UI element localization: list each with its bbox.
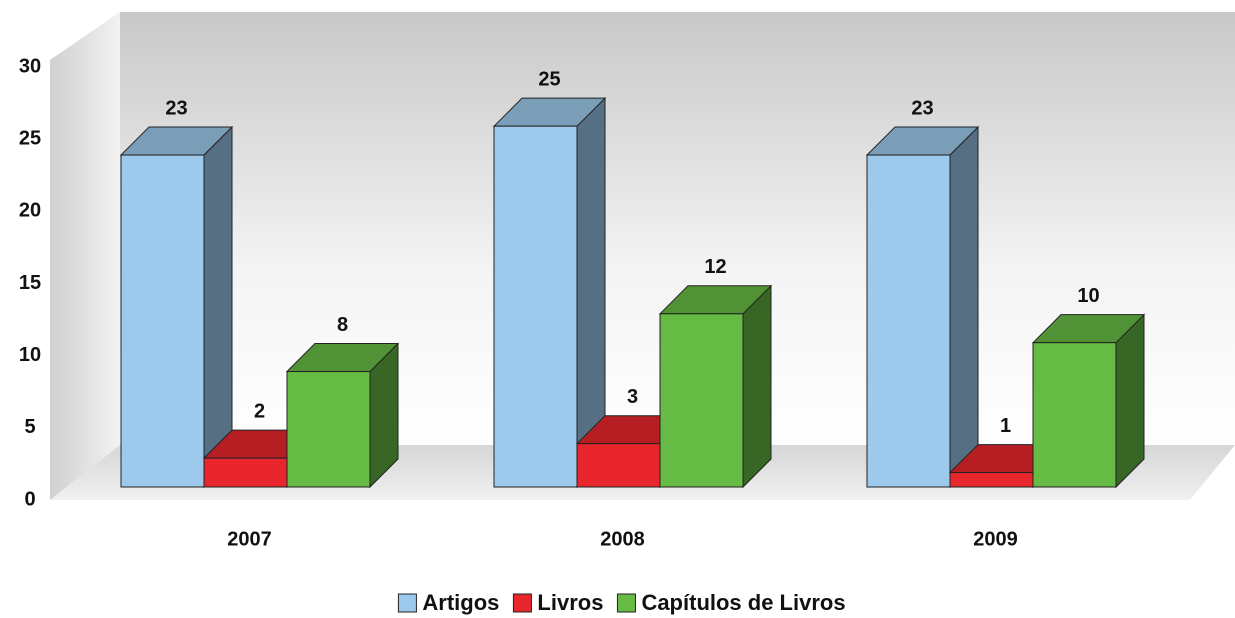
y-tick-label: 0	[24, 488, 35, 510]
value-label: 23	[911, 97, 933, 119]
y-tick-label: 25	[19, 127, 41, 149]
x-tick-label: 2009	[973, 528, 1018, 550]
bar	[286, 371, 371, 488]
value-label: 8	[337, 314, 348, 336]
y-tick-label: 10	[19, 344, 41, 366]
bar	[866, 154, 951, 488]
plot: 0 5 10 15 20 25 30 2007 23 2 8 2008 25 3 12 2009 23 1 10	[19, 55, 1146, 550]
bar	[659, 313, 744, 488]
bar	[1032, 342, 1117, 488]
value-label: 25	[538, 68, 560, 90]
value-label: 10	[1077, 285, 1099, 307]
x-tick-label: 2007	[227, 528, 272, 550]
value-label: 2	[254, 400, 265, 422]
legend: Artigos Livros Capítulos de Livros	[397, 590, 846, 615]
legend-label: Artigos	[422, 590, 499, 615]
legend-label: Livros	[537, 590, 603, 615]
legend-swatch	[397, 593, 417, 613]
value-label: 12	[704, 256, 726, 278]
value-label: 1	[1000, 415, 1011, 437]
y-tick-label: 20	[19, 200, 41, 222]
y-tick-label: 15	[19, 272, 41, 294]
value-label: 23	[165, 97, 187, 119]
x-tick-label: 2008	[600, 528, 645, 550]
legend-swatch	[512, 593, 532, 613]
bar	[203, 457, 288, 488]
legend-label: Capítulos de Livros	[641, 590, 845, 615]
bar-side	[742, 284, 772, 489]
value-label: 3	[627, 386, 638, 408]
bar-side	[203, 125, 233, 489]
left-wall	[50, 12, 120, 500]
bar	[120, 154, 205, 488]
bar	[576, 443, 661, 488]
legend-swatch	[616, 593, 636, 613]
bar	[949, 472, 1034, 488]
bar	[493, 125, 578, 488]
y-tick-label: 5	[24, 416, 35, 438]
bar-side	[949, 125, 979, 489]
bar-side	[1115, 313, 1145, 489]
y-tick-label: 30	[19, 55, 41, 77]
